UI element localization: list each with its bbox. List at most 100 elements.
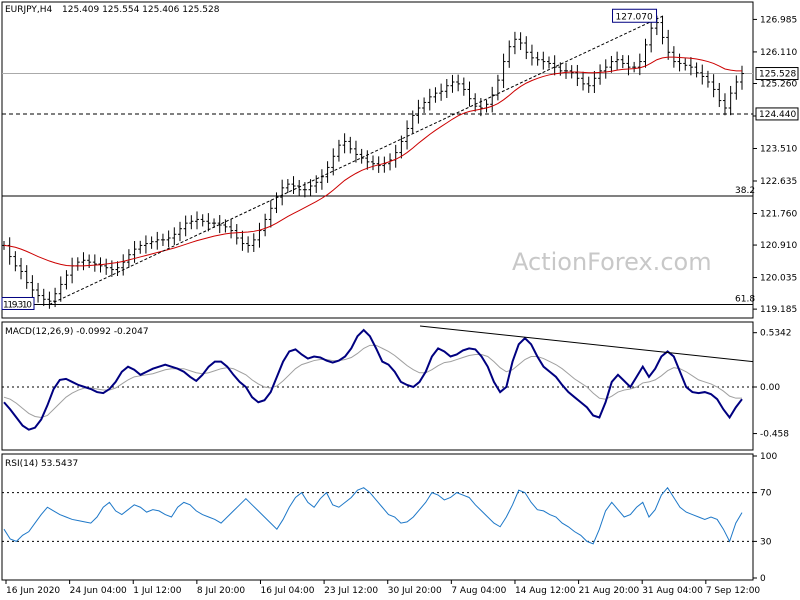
time-tick-label: 23 Jul 12:00 [324,586,378,596]
ohlc-bar [740,65,744,90]
time-tick-label: 24 Jun 04:00 [70,586,127,596]
ohlc-bar [104,258,109,275]
ohlc-bar [501,53,506,89]
time-axis: 16 Jun 2020 24 Jun 04:00 1 Jul 12:00 8 Jul … [5,580,761,596]
price-axis: 126.985126.110125.260124.385123.510122.6… [753,15,797,315]
ohlc-bar [314,175,319,193]
ohlc-bar [30,275,35,298]
ohlc-bars [2,15,744,309]
ohlc-bar [75,257,80,271]
ohlc-bar [132,241,137,263]
price-tick-label: 121.760 [760,209,797,219]
ohlc-bar [155,231,160,250]
macd-axis: 0.5342 0.00 -0.458 [753,329,792,440]
ohlc-bar [353,140,358,163]
ohlc-bar [473,93,478,112]
price-tick-label: 126.985 [760,15,797,25]
ohlc-bar [529,44,534,66]
ohlc-bar [683,58,688,71]
time-tick-label: 7 Sep 12:00 [706,586,761,596]
price-tick-label: 119.185 [760,305,797,315]
low-label: 119.310 [3,300,32,310]
ohlc-bar [552,55,557,76]
ohlc-bar [603,59,608,79]
ohlc-bar [319,169,324,190]
ohlc-bar [478,98,483,117]
ohlc-bar [331,148,336,176]
ohlc-bar [149,236,154,249]
ohlc-bar [564,62,569,79]
ohlc-bar [257,222,262,248]
ohlc-bar [121,254,126,276]
price-tick-label: 125.260 [760,79,797,89]
ohlc-bar [229,219,234,239]
ohlc-bar [694,62,699,78]
ohlc-bar [81,252,86,271]
ohlc-bar [711,74,716,98]
ohlc-bar [575,64,580,87]
ohlc-bar [433,87,438,103]
ohlc-bar [444,79,449,98]
ohlc-bar [405,120,410,150]
ohlc-bar [64,270,69,290]
time-tick-label: 7 Aug 04:00 [451,586,506,596]
rsi-label: RSI(14) 53.5437 [5,459,78,469]
ohlc-bar [615,51,620,70]
ohlc-bar [592,70,597,94]
ohlc-bar [467,81,472,107]
ohlc-bar [47,291,52,309]
ohlc-bar [172,227,177,245]
rsi-tick-label: 30 [760,537,772,547]
ohlc-bar [251,233,256,252]
time-tick-label: 31 Aug 04:00 [642,586,703,596]
ohlc-bar [734,75,739,100]
low-marker: 119.310 [1,296,35,310]
ohlc-bar [143,235,148,254]
ohlc-bar [399,135,404,159]
ohlc-bar [342,133,347,154]
ohlc-bar [535,51,540,66]
ohlc-bar [138,240,143,254]
ohlc-bar [336,139,341,162]
ohlc-bar [115,261,120,276]
ohlc-bar [456,74,461,92]
macd-line [3,328,743,431]
ohlc-bar [700,64,705,85]
ohlc-bar [422,97,427,113]
ohlc-bar [41,288,46,307]
ohlc-bar [518,32,523,51]
ohlc-bar [217,215,222,234]
ohlc-bar [297,179,302,196]
ohlc-bar [285,179,290,193]
ohlc-bar [263,213,268,237]
ohlc-bar [649,20,654,53]
ohlc-bar [609,55,614,73]
rising-trendline [49,15,663,305]
time-tick-label: 16 Jun 2020 [6,586,60,596]
time-tick-label: 30 Jul 20:00 [388,586,442,596]
ohlc-bar [598,64,603,85]
ohlc-bar [177,221,182,242]
ohlc-bar [717,82,722,108]
ohlc-bar [660,15,665,45]
ohlc-bar [643,38,648,68]
rsi-tick-label: 0 [760,574,766,584]
time-tick-label: 14 Aug 12:00 [515,586,576,596]
ohlc-bar [512,31,517,55]
ohlc-bar [371,155,375,171]
rsi-line [3,486,743,545]
ohlc-bar [541,51,546,70]
ohlc-bar [484,99,489,113]
high-marker: 127.070 [612,8,658,23]
rsi-axis: 100 70 30 0 [753,452,777,584]
time-tick-label: 16 Jul 04:00 [260,586,314,596]
current-price-label: 125.528 [759,70,796,80]
ohlc-bar [626,55,631,76]
ohlc-bar [92,254,97,272]
rsi-tick-label: 70 [760,489,772,499]
ohlc-bar [427,88,432,111]
ohlc-bar [268,200,273,228]
time-tick-label: 21 Aug 20:00 [579,586,640,596]
ohlc-bar [359,148,364,164]
